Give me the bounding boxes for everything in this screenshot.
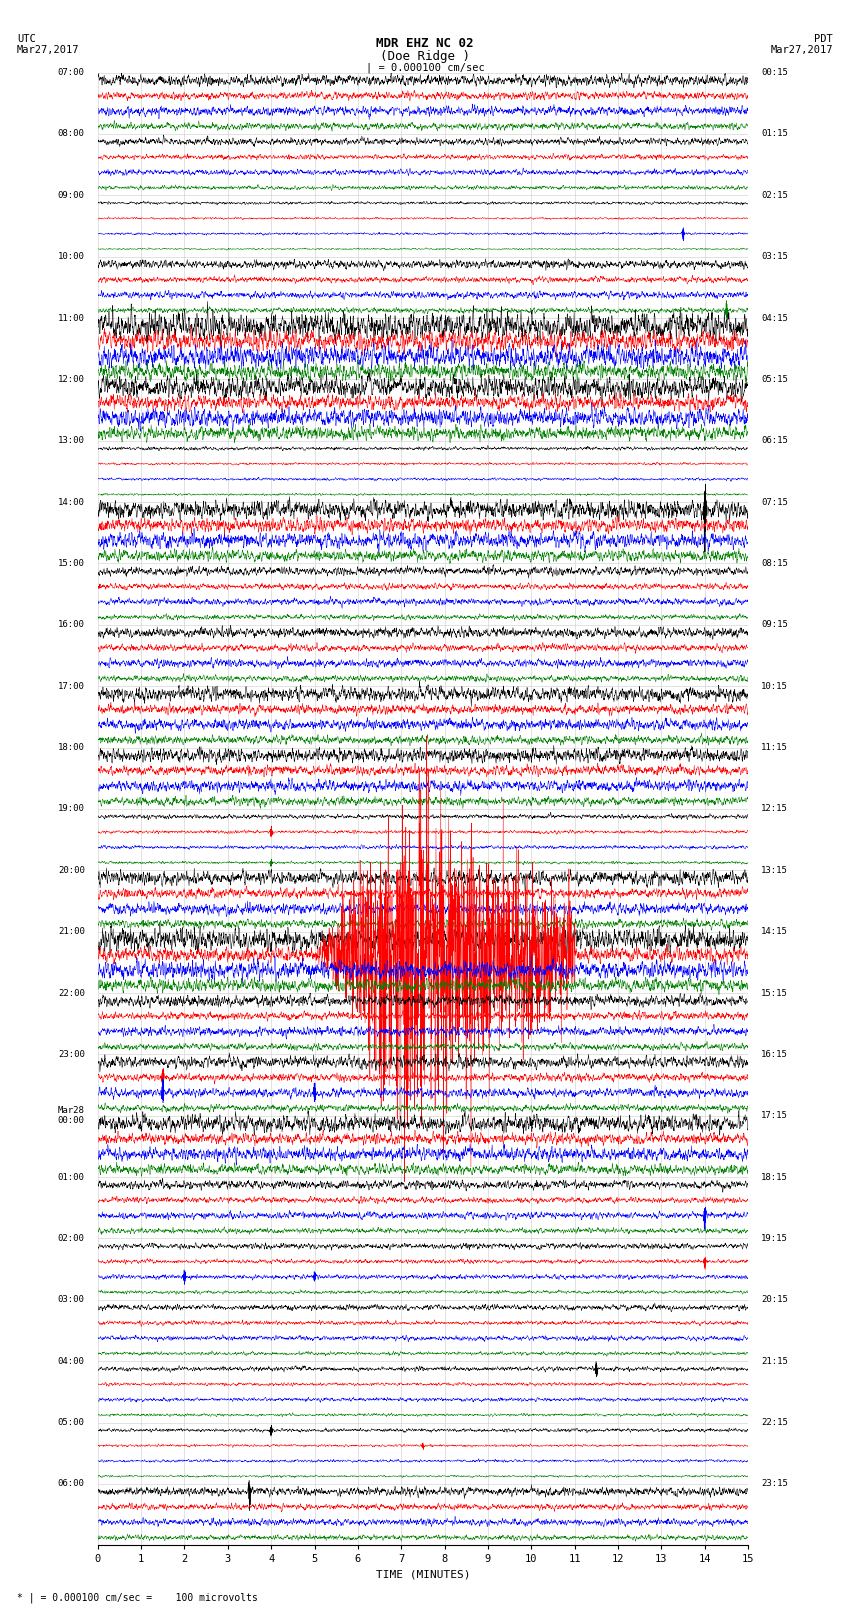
Text: Mar27,2017: Mar27,2017 (770, 45, 833, 55)
Text: 12:15: 12:15 (761, 805, 788, 813)
Text: 02:15: 02:15 (761, 190, 788, 200)
Text: 09:00: 09:00 (58, 190, 85, 200)
Text: 06:15: 06:15 (761, 436, 788, 445)
Text: 19:00: 19:00 (58, 805, 85, 813)
Text: PDT: PDT (814, 34, 833, 44)
Text: 22:15: 22:15 (761, 1418, 788, 1428)
Text: 17:15: 17:15 (761, 1111, 788, 1119)
Text: 04:00: 04:00 (58, 1357, 85, 1366)
Text: 13:15: 13:15 (761, 866, 788, 874)
Text: 09:15: 09:15 (761, 621, 788, 629)
Text: | = 0.000100 cm/sec: | = 0.000100 cm/sec (366, 63, 484, 74)
Text: 11:15: 11:15 (761, 744, 788, 752)
Text: 21:00: 21:00 (58, 927, 85, 936)
Text: MDR EHZ NC 02: MDR EHZ NC 02 (377, 37, 473, 50)
Text: 16:00: 16:00 (58, 621, 85, 629)
Text: 03:00: 03:00 (58, 1295, 85, 1305)
Text: 08:15: 08:15 (761, 560, 788, 568)
Text: 07:15: 07:15 (761, 498, 788, 506)
Text: 17:00: 17:00 (58, 682, 85, 690)
Text: 10:15: 10:15 (761, 682, 788, 690)
Text: 03:15: 03:15 (761, 252, 788, 261)
Text: 14:15: 14:15 (761, 927, 788, 936)
Text: (Doe Ridge ): (Doe Ridge ) (380, 50, 470, 63)
Text: 23:00: 23:00 (58, 1050, 85, 1058)
Text: UTC: UTC (17, 34, 36, 44)
Text: 06:00: 06:00 (58, 1479, 85, 1489)
Text: 14:00: 14:00 (58, 498, 85, 506)
Text: 18:00: 18:00 (58, 744, 85, 752)
Text: 22:00: 22:00 (58, 989, 85, 997)
Text: 01:00: 01:00 (58, 1173, 85, 1182)
Text: 05:15: 05:15 (761, 374, 788, 384)
Text: 08:00: 08:00 (58, 129, 85, 139)
Text: 01:15: 01:15 (761, 129, 788, 139)
Text: Mar28
00:00: Mar28 00:00 (58, 1107, 85, 1126)
Text: 12:00: 12:00 (58, 374, 85, 384)
Text: 15:15: 15:15 (761, 989, 788, 997)
Text: 07:00: 07:00 (58, 68, 85, 77)
Text: 18:15: 18:15 (761, 1173, 788, 1182)
Text: 10:00: 10:00 (58, 252, 85, 261)
Text: 21:15: 21:15 (761, 1357, 788, 1366)
Text: 20:15: 20:15 (761, 1295, 788, 1305)
Text: 04:15: 04:15 (761, 313, 788, 323)
Text: 02:00: 02:00 (58, 1234, 85, 1244)
Text: 20:00: 20:00 (58, 866, 85, 874)
Text: 13:00: 13:00 (58, 436, 85, 445)
Text: 00:15: 00:15 (761, 68, 788, 77)
Text: 16:15: 16:15 (761, 1050, 788, 1058)
Text: 19:15: 19:15 (761, 1234, 788, 1244)
Text: Mar27,2017: Mar27,2017 (17, 45, 80, 55)
Text: 23:15: 23:15 (761, 1479, 788, 1489)
Text: 11:00: 11:00 (58, 313, 85, 323)
Text: 15:00: 15:00 (58, 560, 85, 568)
Text: 05:00: 05:00 (58, 1418, 85, 1428)
Text: * | = 0.000100 cm/sec =    100 microvolts: * | = 0.000100 cm/sec = 100 microvolts (17, 1592, 258, 1603)
X-axis label: TIME (MINUTES): TIME (MINUTES) (376, 1569, 470, 1579)
